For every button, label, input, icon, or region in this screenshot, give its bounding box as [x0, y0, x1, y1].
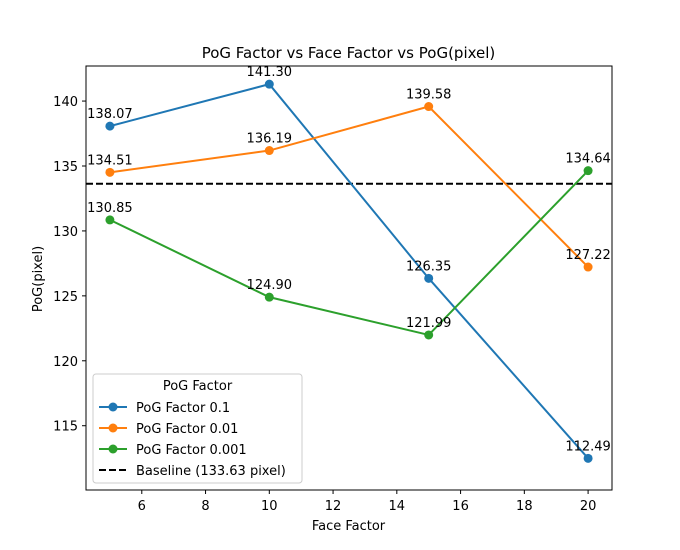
legend-label-baseline: Baseline (133.63 pixel)	[136, 464, 286, 479]
data-point	[583, 166, 593, 176]
legend-label-0: PoG Factor 0.1	[136, 401, 230, 416]
data-point	[583, 453, 593, 463]
y-axis-label: PoG(pixel)	[31, 246, 46, 312]
y-tick-label: 140	[53, 95, 78, 110]
x-tick-label: 6	[138, 499, 146, 514]
data-point	[424, 102, 434, 112]
series-line-0	[109, 83, 589, 459]
y-tick-label: 115	[53, 420, 78, 435]
data-point	[105, 167, 115, 177]
x-tick-label: 20	[580, 499, 597, 514]
legend: PoG Factor PoG Factor 0.1 PoG Factor 0.01 P…	[92, 373, 303, 484]
data-label: 127.22	[565, 248, 611, 263]
legend-box	[92, 373, 303, 484]
data-point	[583, 262, 593, 272]
legend-title: PoG Factor	[163, 379, 233, 394]
data-label: 134.51	[87, 153, 133, 168]
data-label: 112.49	[565, 439, 611, 454]
series-line-2	[109, 169, 589, 337]
x-tick-label: 8	[201, 499, 209, 514]
data-label: 139.58	[406, 88, 452, 103]
y-tick-label: 135	[53, 160, 78, 175]
plot-area: 6 8 10 12 14 16 18 20 115 120 125 130 135 140 138.07 14…	[53, 65, 613, 514]
data-point	[424, 273, 434, 283]
x-tick-label: 14	[389, 499, 406, 514]
y-tick-label: 120	[53, 355, 78, 370]
legend-label-1: PoG Factor 0.01	[136, 422, 238, 437]
data-label: 141.30	[247, 65, 293, 80]
axes-frame	[85, 65, 613, 491]
data-point	[264, 79, 274, 89]
series-line-1	[109, 105, 589, 268]
x-tick-label: 18	[516, 499, 533, 514]
x-tick-label: 12	[325, 499, 342, 514]
y-tick-label: 125	[53, 290, 78, 305]
data-label: 136.19	[247, 132, 293, 147]
x-axis-label: Face Factor	[312, 519, 386, 534]
data-point	[264, 292, 274, 302]
data-label: 130.85	[87, 201, 133, 216]
legend-marker-1	[108, 423, 118, 433]
legend-marker-2	[108, 444, 118, 454]
data-point	[264, 146, 274, 156]
data-point	[105, 215, 115, 225]
y-tick-label: 130	[53, 225, 78, 240]
data-point	[105, 121, 115, 131]
legend-marker-0	[108, 402, 118, 412]
data-point	[424, 330, 434, 340]
data-label: 126.35	[406, 259, 452, 274]
data-label: 138.07	[87, 107, 133, 122]
x-tick-label: 16	[452, 499, 469, 514]
x-tick-label: 10	[261, 499, 278, 514]
legend-label-2: PoG Factor 0.001	[136, 443, 247, 458]
chart-title: PoG Factor vs Face Factor vs PoG(pixel)	[202, 44, 496, 62]
data-label: 124.90	[247, 278, 293, 293]
data-label: 134.64	[565, 152, 611, 167]
data-label: 121.99	[406, 316, 452, 331]
